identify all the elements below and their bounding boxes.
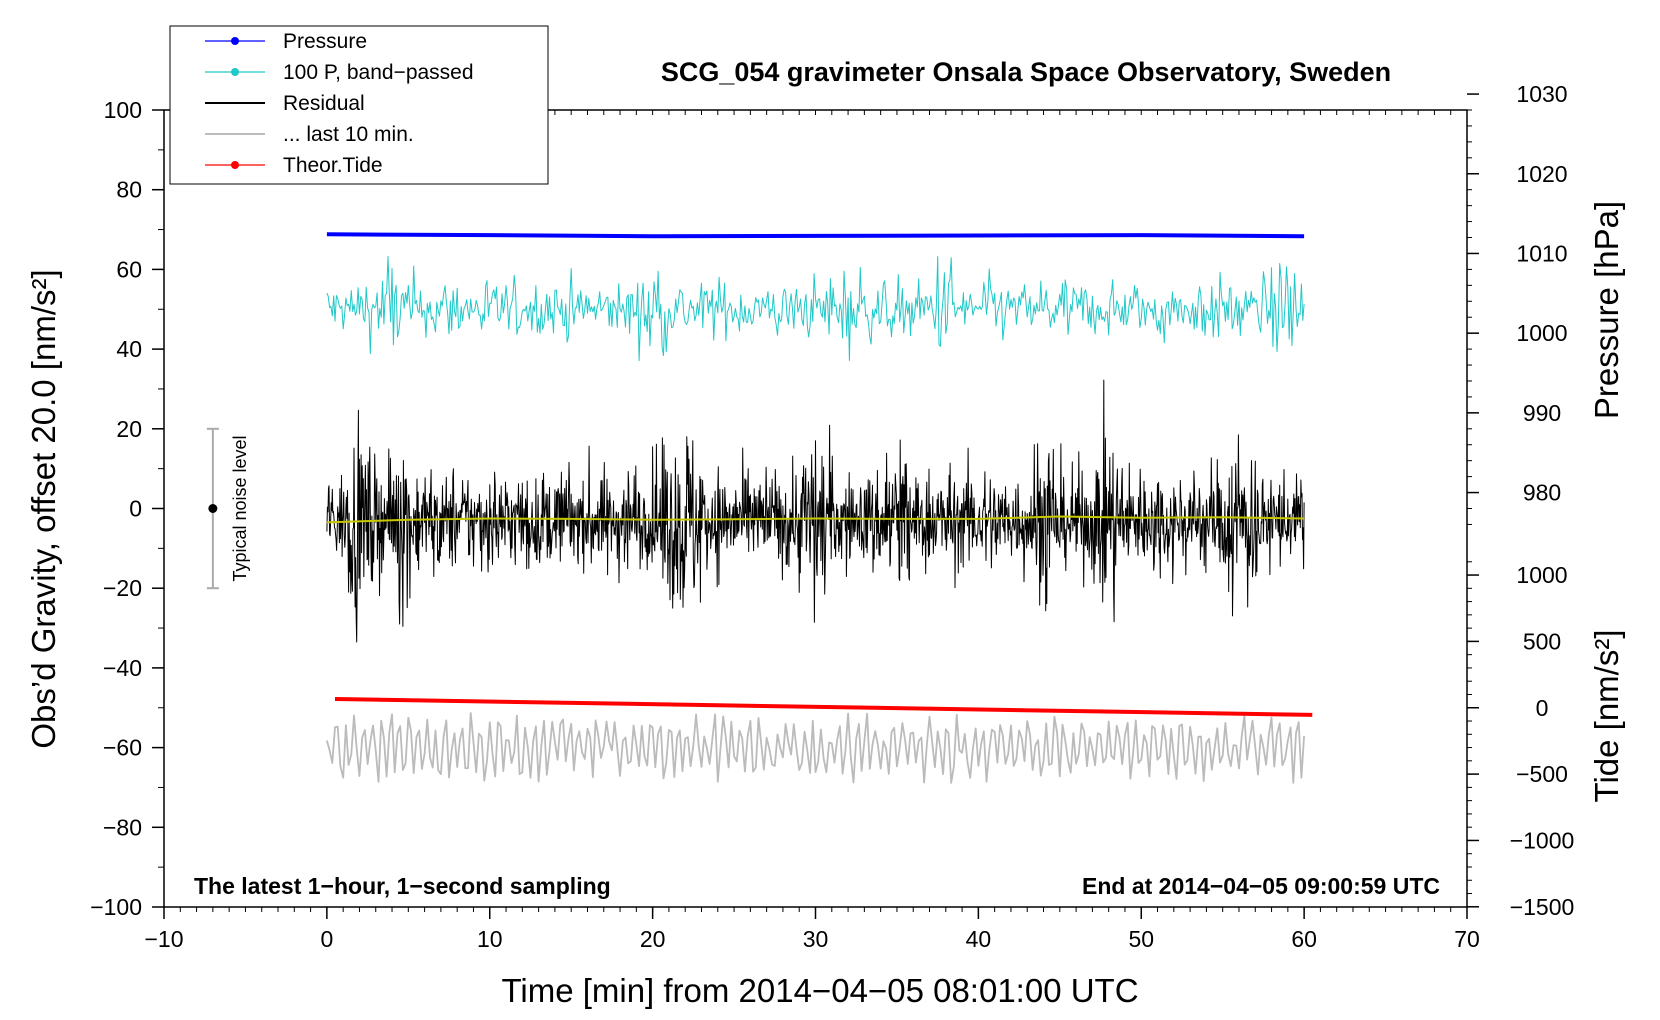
y-left-tick-label: −60 (103, 735, 142, 761)
x-tick-label: 0 (320, 926, 333, 952)
annotation-end-time: End at 2014−04−05 09:00:59 UTC (1082, 873, 1440, 899)
y-axis-title-left: Obs’d Gravity, offset 20.0 [nm/s²] (25, 269, 62, 748)
pressure-tick-label: 1010 (1516, 240, 1567, 266)
x-tick-label: 10 (477, 926, 503, 952)
y-left-tick-label: 60 (116, 256, 142, 282)
legend-label: ... last 10 min. (283, 123, 414, 146)
series-line-residual-smoothed (326, 515, 1305, 524)
noise-level-indicator: Typical noise level (206, 427, 250, 590)
y-left-tick-label: 0 (129, 496, 142, 522)
legend-item: Theor.Tide (205, 154, 383, 177)
series-line-theor-tide (334, 697, 1313, 717)
y-left-tick-label: 40 (116, 336, 142, 362)
tide-tick-label: 500 (1523, 628, 1561, 654)
plot-layer (326, 232, 1313, 784)
series-line-pressure (326, 232, 1305, 239)
legend-swatch-marker (231, 68, 239, 76)
legend-item: 100 P, band−passed (205, 61, 474, 84)
legend: Pressure 100 P, band−passed Residual ... la… (169, 25, 549, 185)
tide-tick-label: −1500 (1510, 894, 1575, 920)
axes-layer: −10 0 10 20 30 40 50 60 70−100−80−60−40−20020406… (90, 81, 1574, 952)
y-axis-title-pressure: Pressure [hPa] (1588, 201, 1625, 419)
series-line--last-10-min- (326, 712, 1305, 784)
x-tick-label: 60 (1291, 926, 1317, 952)
x-axis-title: Time [min] from 2014−04−05 08:01:00 UTC (501, 972, 1138, 1009)
pressure-tick-label: 1000 (1516, 320, 1567, 346)
y-left-tick-label: 20 (116, 416, 142, 442)
tide-tick-label: 1000 (1516, 562, 1567, 588)
legend-label: 100 P, band−passed (283, 61, 474, 84)
tide-tick-label: −500 (1516, 761, 1568, 787)
y-left-tick-label: −20 (103, 575, 142, 601)
x-tick-label: 30 (803, 926, 829, 952)
y-left-tick-label: 100 (104, 97, 142, 123)
series-line-100-p-band-passed (326, 256, 1305, 362)
x-tick-label: 50 (1128, 926, 1154, 952)
y-axis-title-tide: Tide [nm/s²] (1588, 630, 1625, 803)
legend-swatch-marker (231, 161, 239, 169)
annotation-sampling: The latest 1−hour, 1−second sampling (194, 873, 611, 899)
legend-swatch-marker (231, 37, 239, 45)
noise-bar-label: Typical noise level (230, 435, 250, 581)
tide-tick-label: −1000 (1510, 827, 1575, 853)
x-tick-label: −10 (144, 926, 183, 952)
x-tick-label: 70 (1454, 926, 1480, 952)
pressure-tick-label: 1020 (1516, 161, 1567, 187)
legend-item: ... last 10 min. (205, 123, 414, 146)
tide-tick-label: 0 (1536, 695, 1549, 721)
y-left-tick-label: −80 (103, 814, 142, 840)
x-tick-label: 20 (640, 926, 666, 952)
pressure-tick-label: 1030 (1516, 81, 1567, 107)
x-tick-label: 40 (966, 926, 992, 952)
y-left-tick-label: −40 (103, 655, 142, 681)
legend-item: Residual (205, 92, 365, 115)
chart-title: SCG_054 gravimeter Onsala Space Observat… (661, 57, 1391, 87)
pressure-tick-label: 990 (1523, 400, 1561, 426)
y-left-tick-label: 80 (116, 177, 142, 203)
legend-item: Pressure (205, 30, 367, 53)
y-left-tick-label: −100 (90, 894, 142, 920)
series-line-residual (326, 379, 1305, 643)
noise-bar-dot (208, 504, 218, 513)
legend-label: Residual (283, 92, 365, 115)
legend-label: Pressure (283, 30, 367, 53)
legend-box (169, 25, 549, 185)
legend-label: Theor.Tide (283, 154, 383, 177)
pressure-tick-label: 980 (1523, 480, 1561, 506)
